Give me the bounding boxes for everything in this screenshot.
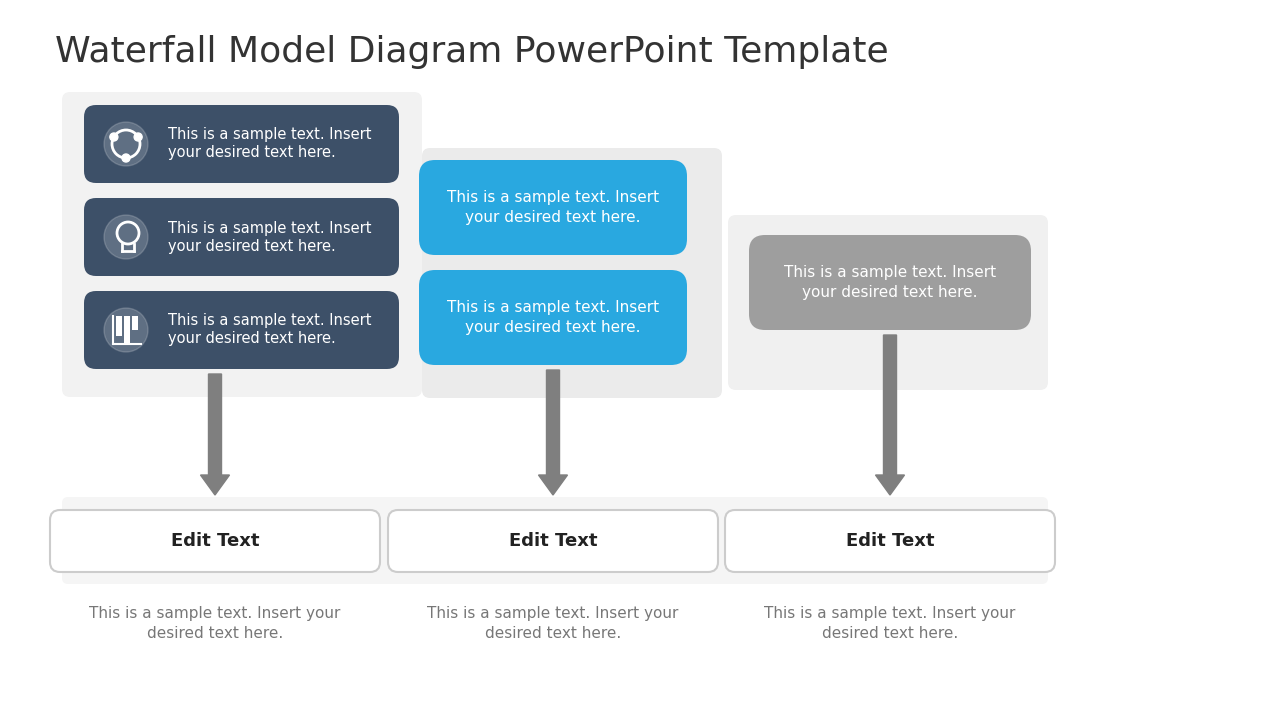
- Circle shape: [104, 308, 148, 352]
- FancyArrow shape: [539, 370, 567, 495]
- Text: desired text here.: desired text here.: [822, 626, 959, 641]
- Text: This is a sample text. Insert your: This is a sample text. Insert your: [428, 606, 678, 621]
- FancyBboxPatch shape: [749, 235, 1030, 330]
- Bar: [132, 316, 138, 330]
- FancyArrow shape: [201, 374, 229, 495]
- Text: desired text here.: desired text here.: [147, 626, 283, 641]
- FancyBboxPatch shape: [724, 510, 1055, 572]
- Text: This is a sample text. Insert: This is a sample text. Insert: [447, 300, 659, 315]
- Text: This is a sample text. Insert: This is a sample text. Insert: [168, 220, 371, 235]
- Text: Edit Text: Edit Text: [170, 532, 260, 550]
- Text: your desired text here.: your desired text here.: [168, 145, 335, 161]
- Bar: [116, 316, 122, 336]
- FancyBboxPatch shape: [84, 198, 399, 276]
- Text: This is a sample text. Insert: This is a sample text. Insert: [783, 265, 996, 280]
- Text: This is a sample text. Insert your: This is a sample text. Insert your: [90, 606, 340, 621]
- FancyBboxPatch shape: [50, 510, 380, 572]
- Text: your desired text here.: your desired text here.: [168, 238, 335, 253]
- FancyBboxPatch shape: [61, 92, 422, 397]
- FancyBboxPatch shape: [61, 497, 1048, 584]
- Text: Edit Text: Edit Text: [846, 532, 934, 550]
- Circle shape: [110, 133, 118, 141]
- Text: Waterfall Model Diagram PowerPoint Template: Waterfall Model Diagram PowerPoint Templ…: [55, 35, 888, 69]
- Text: your desired text here.: your desired text here.: [465, 210, 641, 225]
- Text: This is a sample text. Insert your: This is a sample text. Insert your: [764, 606, 1016, 621]
- Text: your desired text here.: your desired text here.: [803, 285, 978, 300]
- FancyBboxPatch shape: [419, 270, 687, 365]
- FancyBboxPatch shape: [422, 148, 722, 398]
- FancyBboxPatch shape: [84, 291, 399, 369]
- Bar: [124, 316, 131, 344]
- Text: This is a sample text. Insert: This is a sample text. Insert: [447, 190, 659, 205]
- Circle shape: [134, 133, 142, 141]
- Circle shape: [104, 122, 148, 166]
- Text: your desired text here.: your desired text here.: [168, 331, 335, 346]
- Text: Edit Text: Edit Text: [508, 532, 598, 550]
- FancyArrow shape: [876, 335, 905, 495]
- Circle shape: [122, 154, 131, 162]
- Circle shape: [104, 215, 148, 259]
- Text: your desired text here.: your desired text here.: [465, 320, 641, 335]
- FancyBboxPatch shape: [84, 105, 399, 183]
- Text: This is a sample text. Insert: This is a sample text. Insert: [168, 313, 371, 328]
- FancyBboxPatch shape: [388, 510, 718, 572]
- Text: This is a sample text. Insert: This is a sample text. Insert: [168, 127, 371, 143]
- Text: desired text here.: desired text here.: [485, 626, 621, 641]
- FancyBboxPatch shape: [728, 215, 1048, 390]
- FancyBboxPatch shape: [419, 160, 687, 255]
